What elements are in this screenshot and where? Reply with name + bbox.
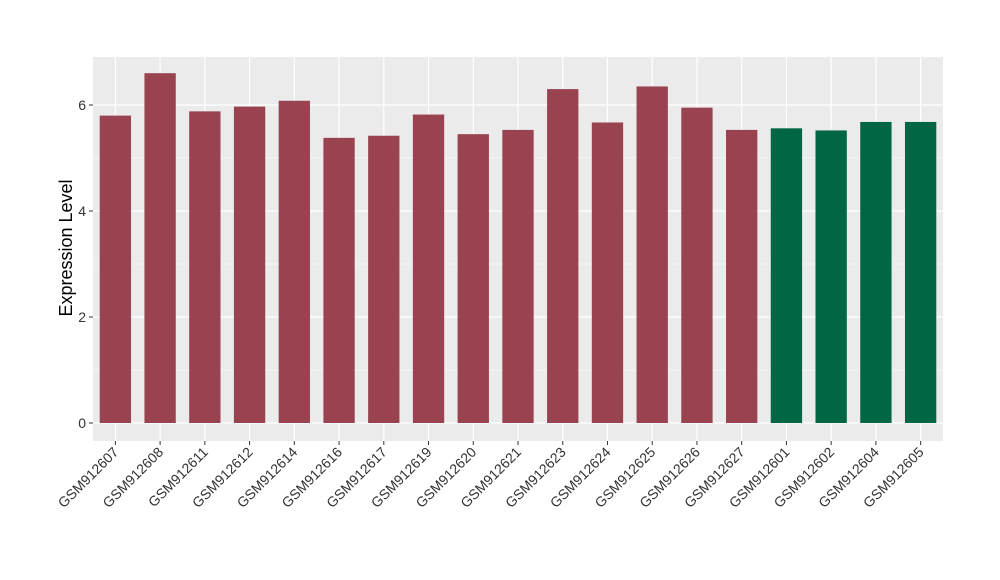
bar-GSM912621 (502, 129, 534, 423)
bar-GSM912626 (681, 107, 713, 424)
bar-GSM912624 (591, 122, 624, 424)
bar-GSM912612 (233, 106, 266, 423)
bar-GSM912619 (412, 114, 445, 423)
bar-GSM912604 (860, 121, 892, 424)
bar-GSM912625 (636, 86, 668, 423)
bar-GSM912617 (368, 135, 400, 424)
y-tick-label: 0 (78, 415, 86, 431)
bar-GSM912605 (904, 121, 937, 424)
bar-GSM912627 (726, 129, 758, 423)
bars (99, 73, 937, 424)
bar-GSM912601 (770, 128, 803, 423)
y-tick-label: 2 (78, 309, 86, 325)
x-axis: GSM912607GSM912608GSM912611GSM912612GSM9… (55, 441, 927, 511)
bar-GSM912602 (815, 130, 847, 423)
bar-GSM912607 (99, 115, 132, 423)
y-axis-title: Expression Level (56, 179, 76, 316)
bar-GSM912623 (547, 89, 579, 423)
y-axis: 0 2 4 6 (78, 97, 93, 431)
bar-GSM912620 (457, 134, 489, 423)
y-tick-label: 6 (78, 97, 86, 113)
y-tick-label: 4 (78, 203, 86, 219)
bar-GSM912614 (278, 100, 310, 423)
bar-GSM912611 (189, 111, 221, 424)
bar-GSM912616 (323, 137, 355, 424)
bar-GSM912608 (144, 73, 176, 423)
